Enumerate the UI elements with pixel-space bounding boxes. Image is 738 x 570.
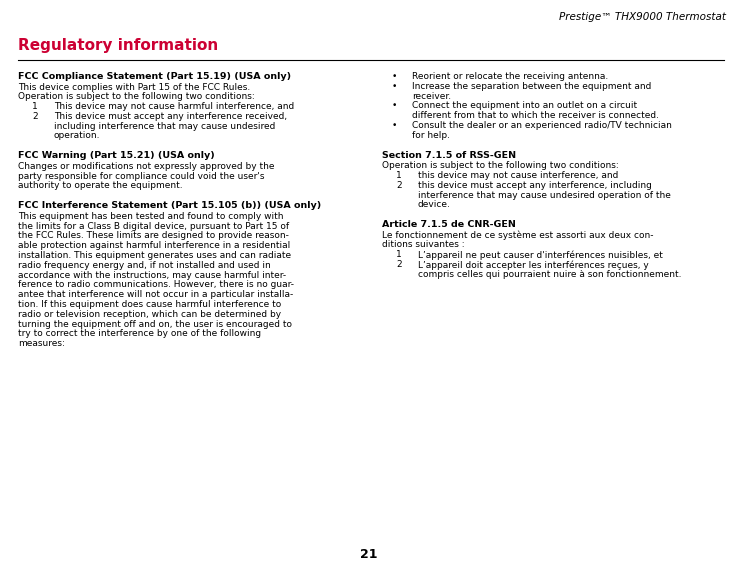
Text: the limits for a Class B digital device, pursuant to Part 15 of: the limits for a Class B digital device,…	[18, 222, 289, 230]
Text: •: •	[392, 101, 397, 111]
Text: Changes or modifications not expressly approved by the: Changes or modifications not expressly a…	[18, 162, 275, 171]
Text: operation.: operation.	[54, 132, 100, 140]
Text: authority to operate the equipment.: authority to operate the equipment.	[18, 181, 182, 190]
Text: 2: 2	[396, 181, 401, 190]
Text: radio or television reception, which can be determined by: radio or television reception, which can…	[18, 310, 281, 319]
Text: •: •	[392, 72, 397, 81]
Text: FCC Warning (Part 15.21) (USA only): FCC Warning (Part 15.21) (USA only)	[18, 151, 215, 160]
Text: 2: 2	[32, 112, 38, 121]
Text: able protection against harmful interference in a residential: able protection against harmful interfer…	[18, 241, 290, 250]
Text: try to correct the interference by one of the following: try to correct the interference by one o…	[18, 329, 261, 339]
Text: for help.: for help.	[412, 131, 450, 140]
Text: 1: 1	[396, 250, 401, 259]
Text: •: •	[392, 121, 397, 130]
Text: this device may not cause interference, and: this device may not cause interference, …	[418, 171, 618, 180]
Text: radio frequency energy and, if not installed and used in: radio frequency energy and, if not insta…	[18, 260, 271, 270]
Text: turning the equipment off and on, the user is encouraged to: turning the equipment off and on, the us…	[18, 320, 292, 328]
Text: L’appareil doit accepter les interférences reçues, y: L’appareil doit accepter les interférenc…	[418, 260, 649, 270]
Text: This device complies with Part 15 of the FCC Rules.: This device complies with Part 15 of the…	[18, 83, 250, 92]
Text: device.: device.	[418, 200, 451, 209]
Text: 21: 21	[360, 548, 378, 561]
Text: compris celles qui pourraient nuire à son fonctionnement.: compris celles qui pourraient nuire à so…	[418, 270, 681, 279]
Text: 2: 2	[396, 260, 401, 269]
Text: this device must accept any interference, including: this device must accept any interference…	[418, 181, 652, 190]
Text: 1: 1	[396, 171, 401, 180]
Text: Section 7.1.5 of RSS-GEN: Section 7.1.5 of RSS-GEN	[382, 150, 516, 160]
Text: Regulatory information: Regulatory information	[18, 38, 218, 53]
Text: This device must accept any interference received,: This device must accept any interference…	[54, 112, 287, 121]
Text: Operation is subject to the following two conditions:: Operation is subject to the following tw…	[18, 92, 255, 101]
Text: tion. If this equipment does cause harmful interference to: tion. If this equipment does cause harmf…	[18, 300, 281, 309]
Text: installation. This equipment generates uses and can radiate: installation. This equipment generates u…	[18, 251, 291, 260]
Text: party responsible for compliance could void the user's: party responsible for compliance could v…	[18, 172, 264, 181]
Text: •: •	[392, 82, 397, 91]
Text: FCC Interference Statement (Part 15.105 (b)) (USA only): FCC Interference Statement (Part 15.105 …	[18, 201, 321, 210]
Text: the FCC Rules. These limits are designed to provide reason-: the FCC Rules. These limits are designed…	[18, 231, 289, 241]
Text: Connect the equipment into an outlet on a circuit: Connect the equipment into an outlet on …	[412, 101, 637, 111]
Text: ference to radio communications. However, there is no guar-: ference to radio communications. However…	[18, 280, 294, 290]
Text: This device may not cause harmful interference, and: This device may not cause harmful interf…	[54, 102, 294, 111]
Text: 1: 1	[32, 102, 38, 111]
Text: including interference that may cause undesired: including interference that may cause un…	[54, 122, 275, 131]
Text: Consult the dealer or an experienced radio/TV technician: Consult the dealer or an experienced rad…	[412, 121, 672, 130]
Text: L’appareil ne peut causer d'interférences nuisibles, et: L’appareil ne peut causer d'interférence…	[418, 250, 663, 260]
Text: Operation is subject to the following two conditions:: Operation is subject to the following tw…	[382, 161, 618, 170]
Text: This equipment has been tested and found to comply with: This equipment has been tested and found…	[18, 211, 283, 221]
Text: Le fonctionnement de ce système est assorti aux deux con-: Le fonctionnement de ce système est asso…	[382, 231, 654, 240]
Text: interference that may cause undesired operation of the: interference that may cause undesired op…	[418, 190, 671, 200]
Text: antee that interference will not occur in a particular installa-: antee that interference will not occur i…	[18, 290, 293, 299]
Text: different from that to which the receiver is connected.: different from that to which the receive…	[412, 111, 659, 120]
Text: Increase the separation between the equipment and: Increase the separation between the equi…	[412, 82, 652, 91]
Text: receiver.: receiver.	[412, 92, 451, 100]
Text: Prestige™ THX9000 Thermostat: Prestige™ THX9000 Thermostat	[559, 12, 726, 22]
Text: Article 7.1.5 de CNR-GEN: Article 7.1.5 de CNR-GEN	[382, 220, 516, 229]
Text: accordance with the instructions, may cause harmful inter-: accordance with the instructions, may ca…	[18, 271, 286, 279]
Text: measures:: measures:	[18, 339, 65, 348]
Text: Reorient or relocate the receiving antenna.: Reorient or relocate the receiving anten…	[412, 72, 608, 81]
Text: FCC Compliance Statement (Part 15.19) (USA only): FCC Compliance Statement (Part 15.19) (U…	[18, 72, 291, 81]
Text: ditions suivantes :: ditions suivantes :	[382, 241, 465, 250]
